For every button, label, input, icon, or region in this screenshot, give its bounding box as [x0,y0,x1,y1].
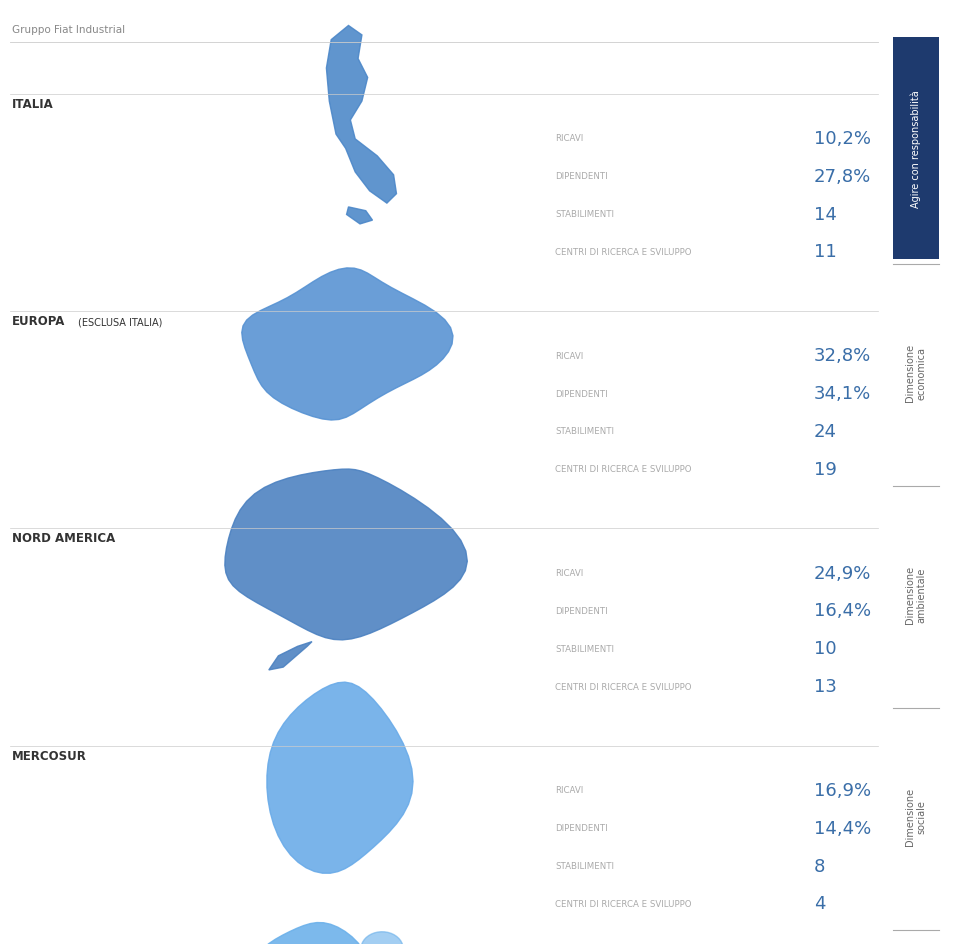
Text: NORD AMERICA: NORD AMERICA [12,531,115,545]
Text: 11: 11 [814,243,837,261]
Text: STABILIMENTI: STABILIMENTI [555,210,613,219]
Text: DIPENDENTI: DIPENDENTI [555,172,608,181]
Polygon shape [225,469,468,640]
Text: ITALIA: ITALIA [12,97,53,110]
Text: Gruppo Fiat Industrial: Gruppo Fiat Industrial [12,25,125,35]
Polygon shape [269,642,312,670]
Text: CENTRI DI RICERCA E SVILUPPO: CENTRI DI RICERCA E SVILUPPO [555,899,691,908]
Text: 34,1%: 34,1% [814,384,872,403]
Text: Dimensione
sociale: Dimensione sociale [905,787,926,846]
Text: Dimensione
economica: Dimensione economica [905,344,926,402]
Text: 24,9%: 24,9% [814,564,872,582]
Text: 24: 24 [814,422,837,441]
Text: (ESCLUSA ITALIA): (ESCLUSA ITALIA) [78,317,162,328]
Text: DIPENDENTI: DIPENDENTI [555,606,608,615]
Text: 16,4%: 16,4% [814,601,872,620]
Text: DIPENDENTI: DIPENDENTI [555,389,608,398]
Text: STABILIMENTI: STABILIMENTI [555,427,613,436]
Polygon shape [242,269,453,421]
Text: 32,8%: 32,8% [814,346,872,365]
Text: Agire con responsabilità: Agire con responsabilità [911,90,921,208]
Text: 19: 19 [814,460,837,479]
Text: Dimensione
ambientale: Dimensione ambientale [905,565,926,624]
Text: CENTRI DI RICERCA E SVILUPPO: CENTRI DI RICERCA E SVILUPPO [555,464,691,474]
Polygon shape [267,683,413,873]
Text: 27,8%: 27,8% [814,167,872,186]
Text: STABILIMENTI: STABILIMENTI [555,644,613,653]
Text: EUROPA: EUROPA [12,314,65,328]
Polygon shape [257,922,367,944]
Text: STABILIMENTI: STABILIMENTI [555,861,613,870]
Bar [893,38,939,260]
Text: 4: 4 [814,894,826,913]
Text: RICAVI: RICAVI [555,568,583,578]
Text: DIPENDENTI: DIPENDENTI [555,823,608,833]
Polygon shape [326,26,396,204]
Text: 13: 13 [814,677,837,696]
Text: 16,9%: 16,9% [814,781,872,800]
Text: 14: 14 [814,205,837,224]
Text: RICAVI: RICAVI [555,134,583,143]
Text: 10,2%: 10,2% [814,129,871,148]
Text: RICAVI: RICAVI [555,785,583,795]
Text: CENTRI DI RICERCA E SVILUPPO: CENTRI DI RICERCA E SVILUPPO [555,247,691,257]
Text: 8: 8 [814,856,826,875]
Polygon shape [347,208,372,225]
Text: 14,4%: 14,4% [814,818,872,837]
Text: RICAVI: RICAVI [555,351,583,361]
Text: MERCOSUR: MERCOSUR [12,749,86,762]
Text: CENTRI DI RICERCA E SVILUPPO: CENTRI DI RICERCA E SVILUPPO [555,682,691,691]
Polygon shape [361,932,403,944]
Text: 10: 10 [814,639,837,658]
